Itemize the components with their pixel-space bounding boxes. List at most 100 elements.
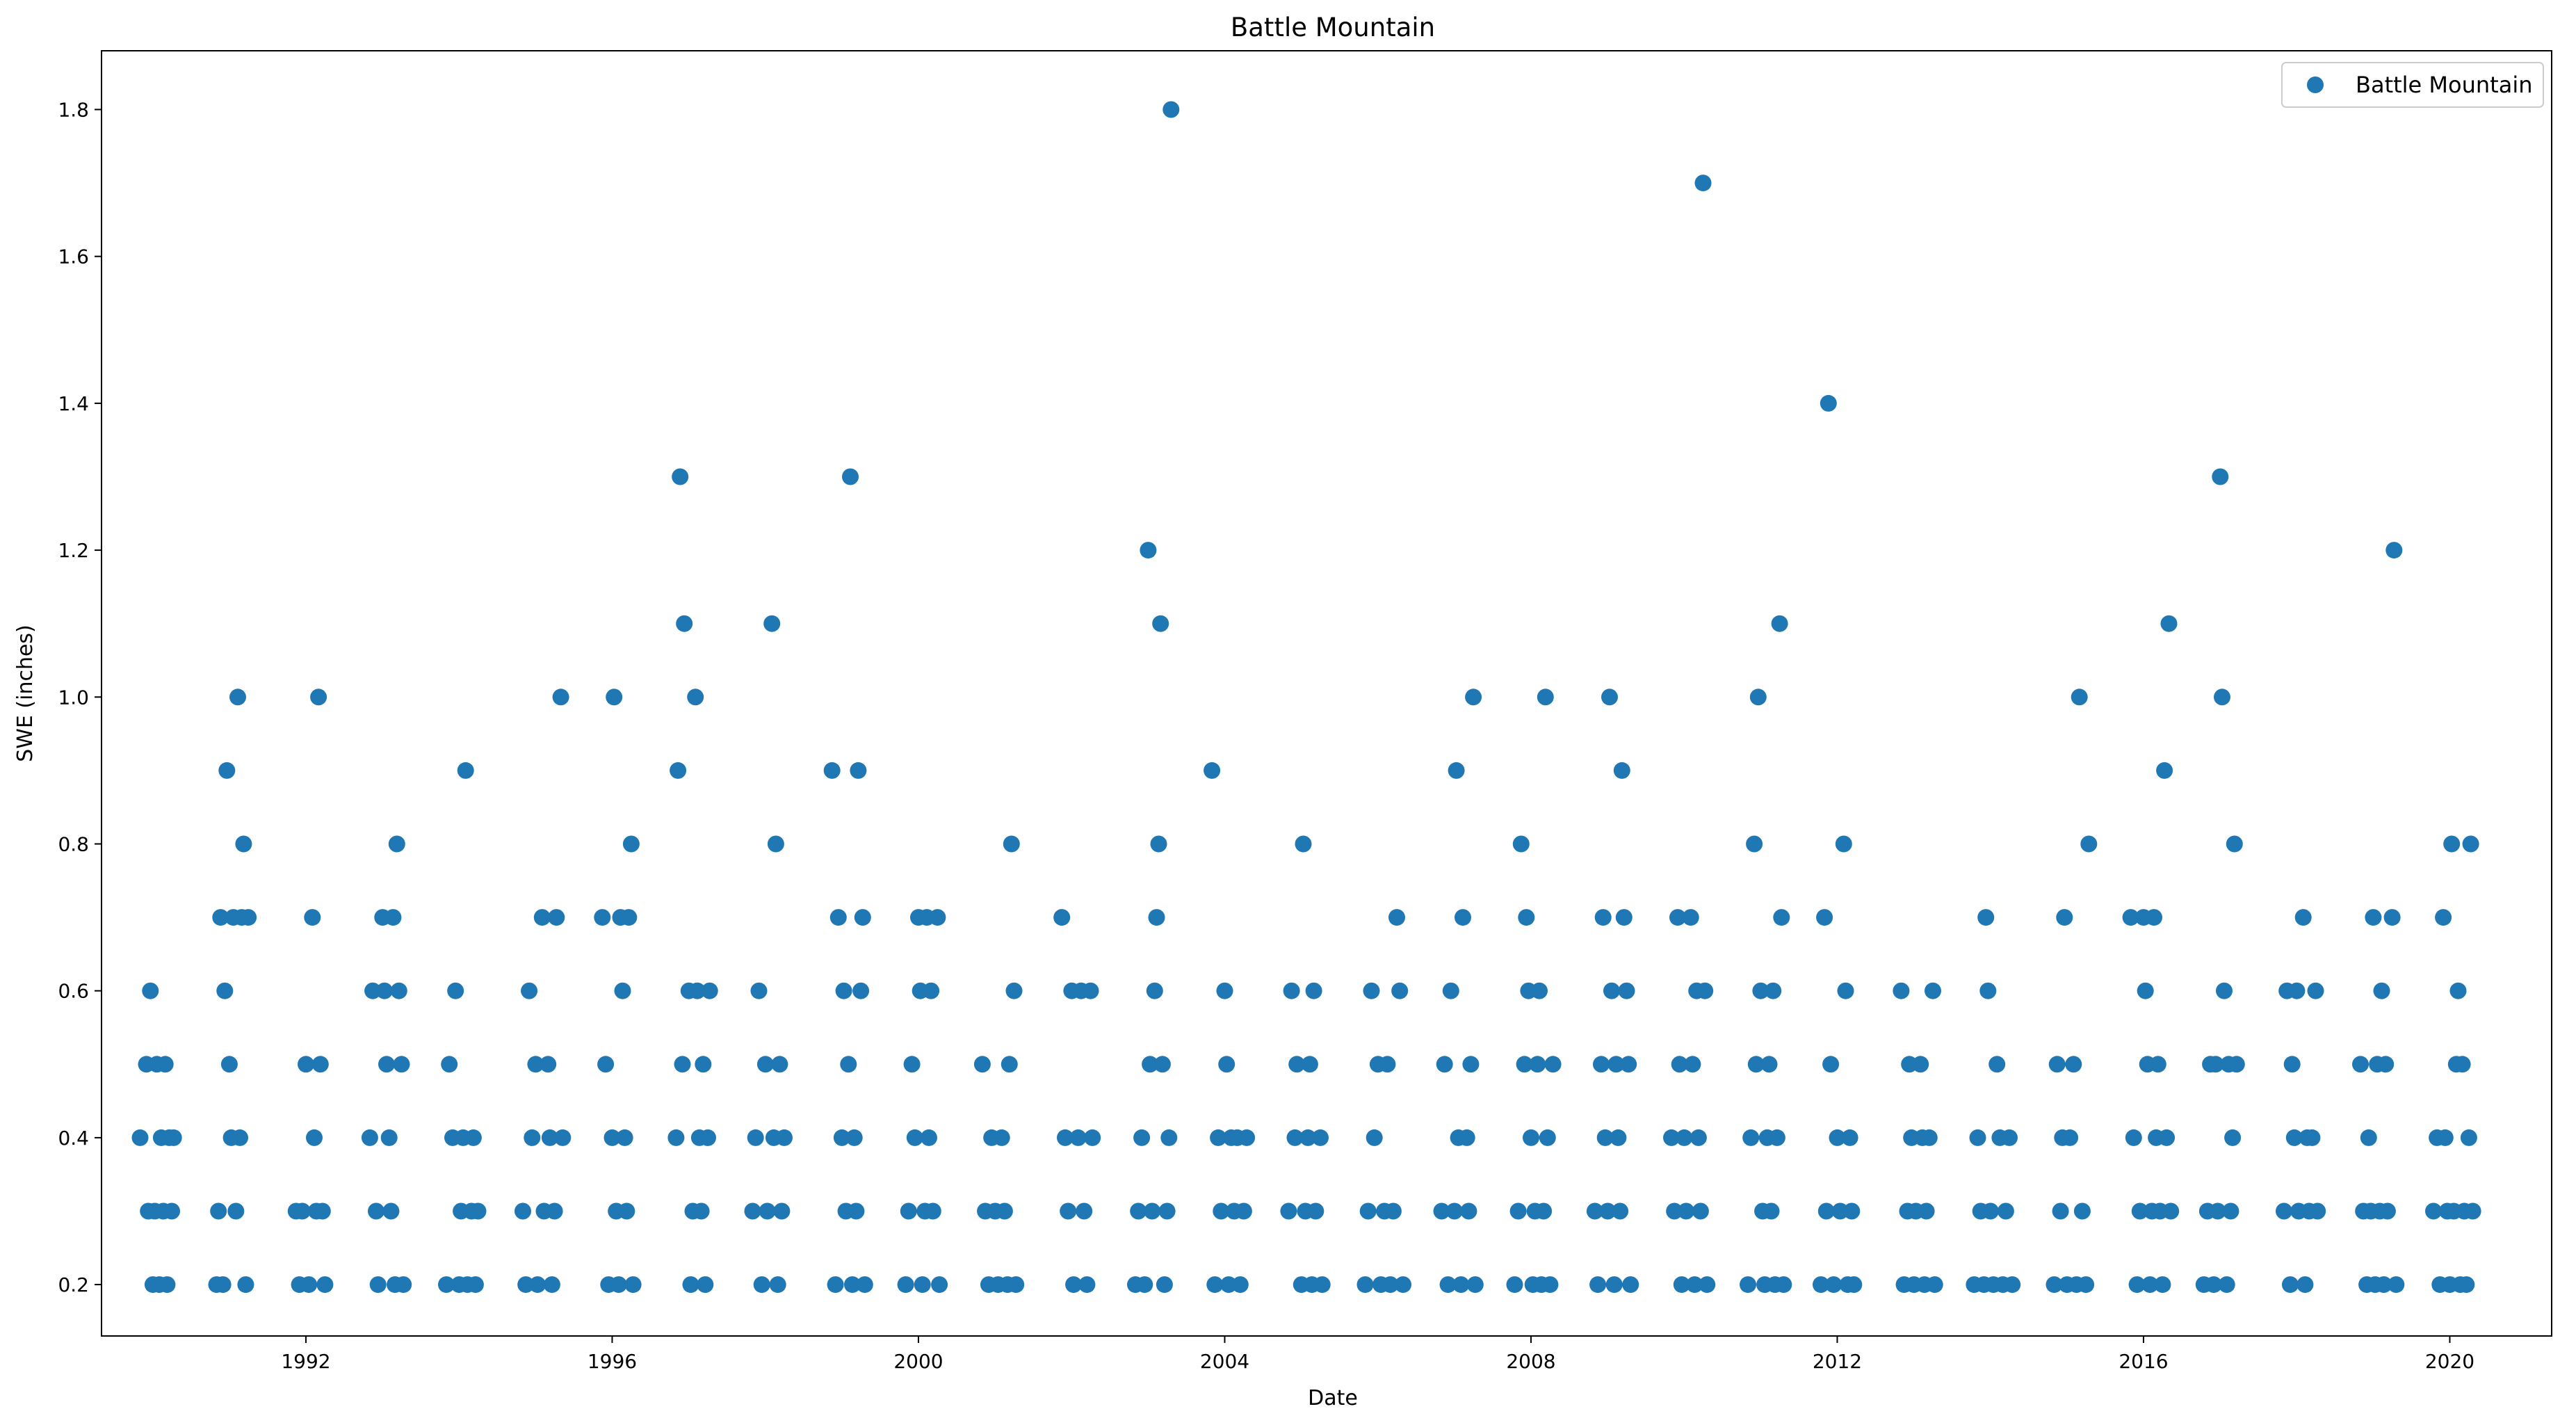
data-point	[1918, 1202, 1935, 1220]
data-point	[216, 982, 234, 999]
data-point	[827, 1276, 844, 1294]
data-point	[2160, 615, 2178, 632]
data-point	[1299, 1129, 1317, 1146]
data-point	[515, 1202, 531, 1220]
chart-title: Battle Mountain	[1231, 13, 1435, 42]
data-point	[1144, 1202, 1161, 1220]
y-tick-label: 0.2	[58, 1273, 89, 1296]
data-point	[1771, 615, 1788, 632]
data-point	[2146, 909, 2162, 926]
data-point	[390, 982, 407, 999]
data-point	[2294, 909, 2312, 926]
y-tick-label: 0.6	[58, 980, 89, 1003]
data-point	[2276, 1202, 2292, 1220]
x-axis-ticks: 1992 1996 2000 2004 2008 2012 2016 2020	[281, 1336, 2474, 1373]
data-point	[1313, 1276, 1331, 1294]
y-tick-label: 1.4	[58, 392, 89, 415]
data-point	[1760, 1056, 1778, 1073]
x-tick-label: 2000	[893, 1350, 943, 1373]
data-point	[1379, 1056, 1396, 1073]
data-point	[2436, 1129, 2454, 1146]
data-point	[438, 1276, 455, 1294]
data-point	[1150, 835, 1167, 853]
data-point	[670, 762, 687, 779]
data-point	[682, 1276, 699, 1294]
data-point	[1926, 1276, 1943, 1294]
data-point	[695, 1056, 712, 1073]
data-point	[293, 1202, 311, 1220]
data-point	[2454, 1056, 2471, 1073]
data-point	[1765, 982, 1782, 999]
data-point	[552, 689, 569, 706]
data-point	[687, 689, 704, 706]
data-point	[2464, 1202, 2481, 1220]
data-point	[316, 1276, 334, 1294]
data-point	[747, 1129, 764, 1146]
data-point	[1307, 1202, 1325, 1220]
x-tick-label: 2020	[2425, 1350, 2474, 1373]
data-point	[1069, 1129, 1087, 1146]
data-point	[597, 1056, 615, 1073]
data-point	[1130, 1202, 1147, 1220]
data-point	[1607, 1056, 1625, 1073]
data-point	[2296, 1276, 2314, 1294]
data-point	[393, 1056, 410, 1073]
data-point	[1831, 1202, 1849, 1220]
data-point	[1747, 1056, 1765, 1073]
data-point	[1158, 1202, 1176, 1220]
data-point	[594, 909, 611, 926]
data-point	[1618, 982, 1635, 999]
data-point	[1305, 982, 1322, 999]
data-point	[212, 909, 229, 926]
data-point	[1363, 982, 1380, 999]
data-point	[1391, 982, 1409, 999]
data-point	[759, 1202, 776, 1220]
data-point	[1384, 1202, 1402, 1220]
data-point	[2004, 1276, 2021, 1294]
data-point	[306, 1129, 323, 1146]
data-point	[1692, 1202, 1709, 1220]
data-point	[921, 1129, 937, 1146]
data-point	[973, 1056, 991, 1073]
data-point	[1816, 909, 1833, 926]
legend-frame	[2281, 62, 2544, 108]
data-point	[2156, 762, 2173, 779]
data-point	[541, 1129, 558, 1146]
data-point	[1925, 982, 1941, 999]
x-tick-label: 1996	[588, 1350, 637, 1373]
data-point	[2224, 1129, 2242, 1146]
data-point	[840, 1056, 857, 1073]
data-point	[1612, 1202, 1629, 1220]
data-point	[1436, 1056, 1453, 1073]
data-point	[469, 1202, 487, 1220]
data-point	[2154, 1276, 2171, 1294]
data-point	[1465, 689, 1482, 706]
data-point	[1605, 1276, 1623, 1294]
y-tick-label: 1.8	[58, 98, 89, 121]
data-point	[2373, 982, 2390, 999]
x-tick-label: 2012	[1813, 1350, 1862, 1373]
data-point	[2128, 1276, 2146, 1294]
data-point	[2052, 1202, 2069, 1220]
data-point	[1238, 1129, 1256, 1146]
data-point	[1065, 1276, 1083, 1294]
data-point	[304, 909, 321, 926]
data-point	[833, 1129, 850, 1146]
data-point	[1742, 1129, 1760, 1146]
data-point	[2158, 1129, 2176, 1146]
data-point	[2061, 1129, 2079, 1146]
data-point	[1845, 1276, 1863, 1294]
data-point	[1663, 1129, 1680, 1146]
data-point	[2046, 1276, 2063, 1294]
data-point	[848, 1202, 865, 1220]
data-point	[1003, 835, 1020, 853]
data-point	[361, 1129, 378, 1146]
data-point	[1057, 1129, 1074, 1146]
data-point	[1666, 1202, 1683, 1220]
data-point	[2218, 1276, 2235, 1294]
data-point	[1136, 1276, 1153, 1294]
data-point	[142, 982, 159, 999]
data-point	[914, 1276, 931, 1294]
x-tick-label: 2008	[1506, 1350, 1555, 1373]
